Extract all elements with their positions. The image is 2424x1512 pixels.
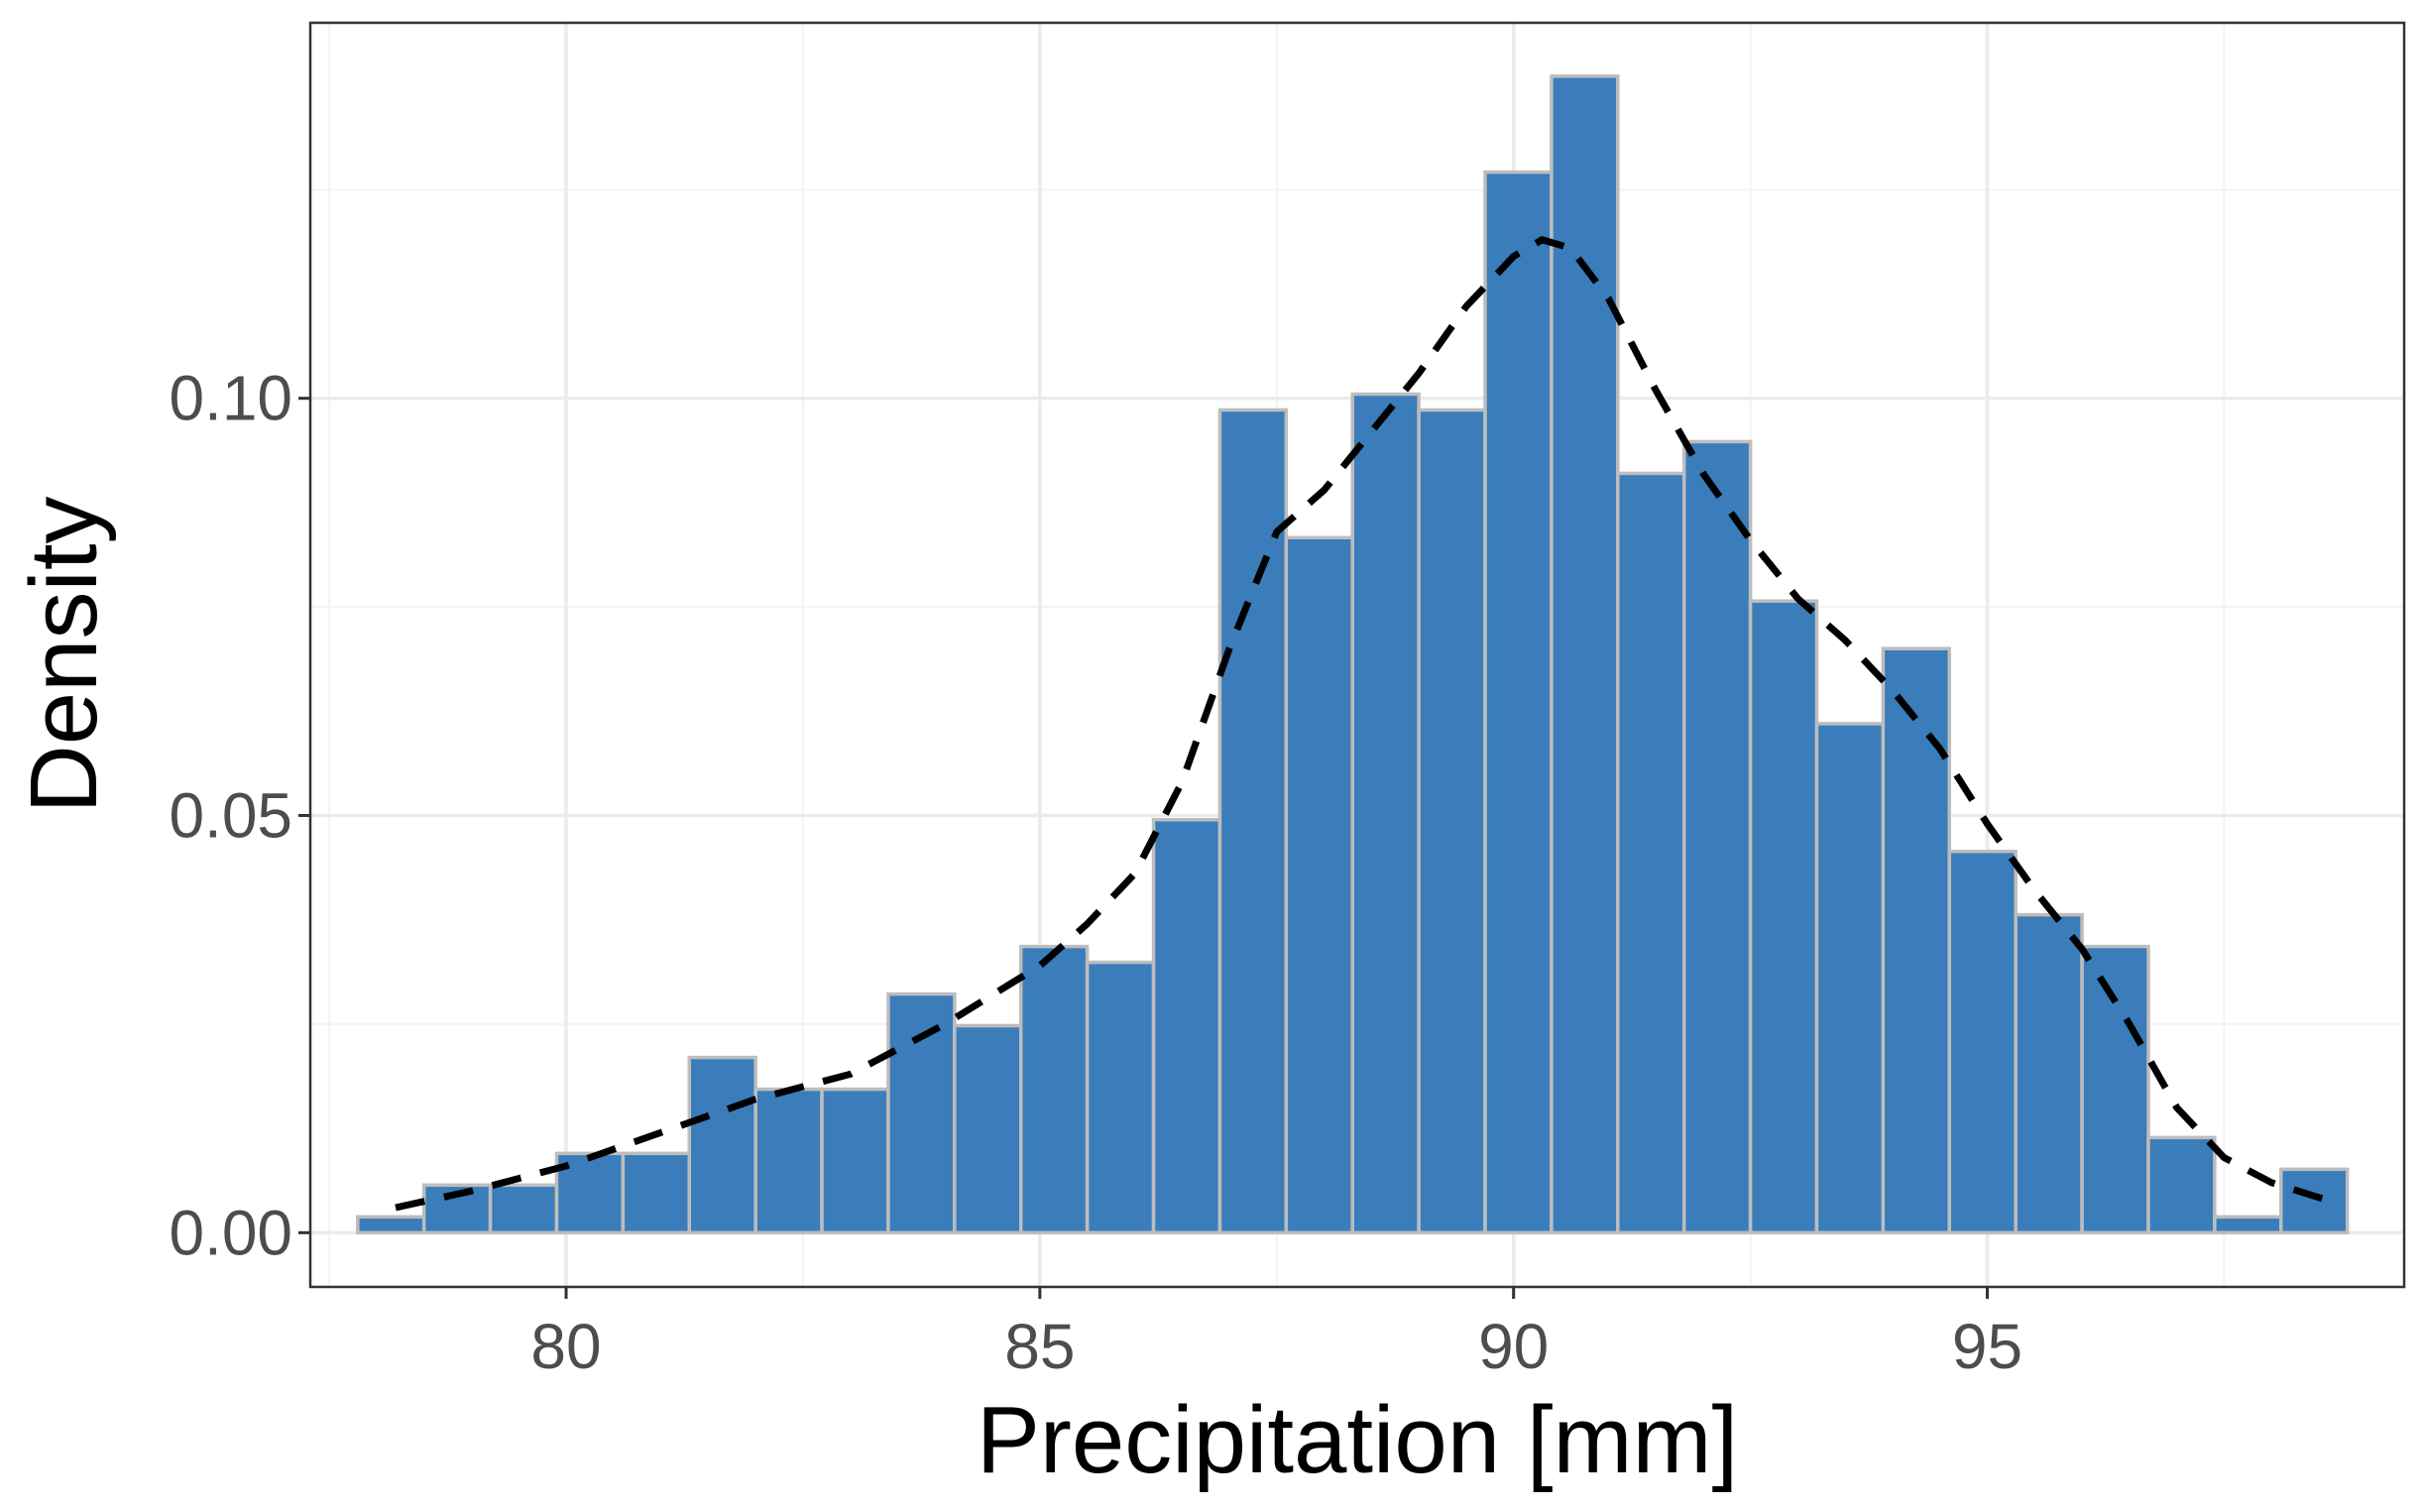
histogram-bar-0 (356, 1215, 426, 1235)
histogram-bar-10 (1018, 944, 1090, 1235)
histogram-bar-29 (2279, 1167, 2350, 1235)
x-tick-label-2: 90 (1478, 1311, 1549, 1382)
histogram-bar-14 (1284, 535, 1354, 1235)
histogram-bar-12 (1151, 817, 1222, 1235)
x-axis-title: Precipitation [mm] (977, 1387, 1738, 1493)
histogram-bars (356, 74, 2350, 1235)
x-tick-label-3: 95 (1952, 1311, 2022, 1382)
histogram-bar-26 (2080, 944, 2150, 1235)
histogram-bar-11 (1085, 960, 1156, 1235)
histogram-bar-19 (1616, 471, 1686, 1235)
histogram-bar-23 (1881, 646, 1952, 1235)
histogram-bar-20 (1681, 439, 1753, 1235)
histogram-bar-18 (1550, 74, 1620, 1235)
histogram-bar-28 (2213, 1215, 2283, 1235)
histogram-bar-17 (1483, 170, 1554, 1235)
histogram-bar-4 (621, 1151, 692, 1235)
histogram-bar-2 (488, 1183, 559, 1235)
y-tick-label-2: 0.10 (169, 363, 292, 434)
histogram-bar-25 (2014, 912, 2084, 1235)
y-tick-label-1: 0.05 (169, 780, 292, 852)
histogram-bar-6 (753, 1087, 824, 1235)
histogram-bar-8 (886, 991, 957, 1235)
histogram-bar-16 (1417, 407, 1487, 1235)
x-tick-label-1: 85 (1004, 1311, 1075, 1382)
density-curve (395, 236, 2340, 1212)
y-axis-title: Density (11, 496, 117, 813)
x-axis-ticks: 80 85 90 95 (530, 1287, 2022, 1382)
histogram-bar-27 (2146, 1135, 2217, 1235)
histogram-bar-22 (1814, 722, 1886, 1235)
histogram-bar-24 (1947, 849, 2018, 1235)
histogram-bar-7 (820, 1087, 890, 1235)
y-tick-label-0: 0.00 (169, 1197, 292, 1268)
histogram-bar-21 (1748, 599, 1819, 1235)
histogram-bar-9 (953, 1023, 1023, 1235)
histogram-bar-13 (1217, 407, 1289, 1235)
y-axis-ticks: 0.00 0.05 0.10 (169, 363, 310, 1268)
x-tick-label-0: 80 (530, 1311, 601, 1382)
histogram-bar-15 (1350, 392, 1421, 1235)
panel-border (308, 21, 2406, 1289)
histogram-bar-5 (687, 1055, 757, 1235)
